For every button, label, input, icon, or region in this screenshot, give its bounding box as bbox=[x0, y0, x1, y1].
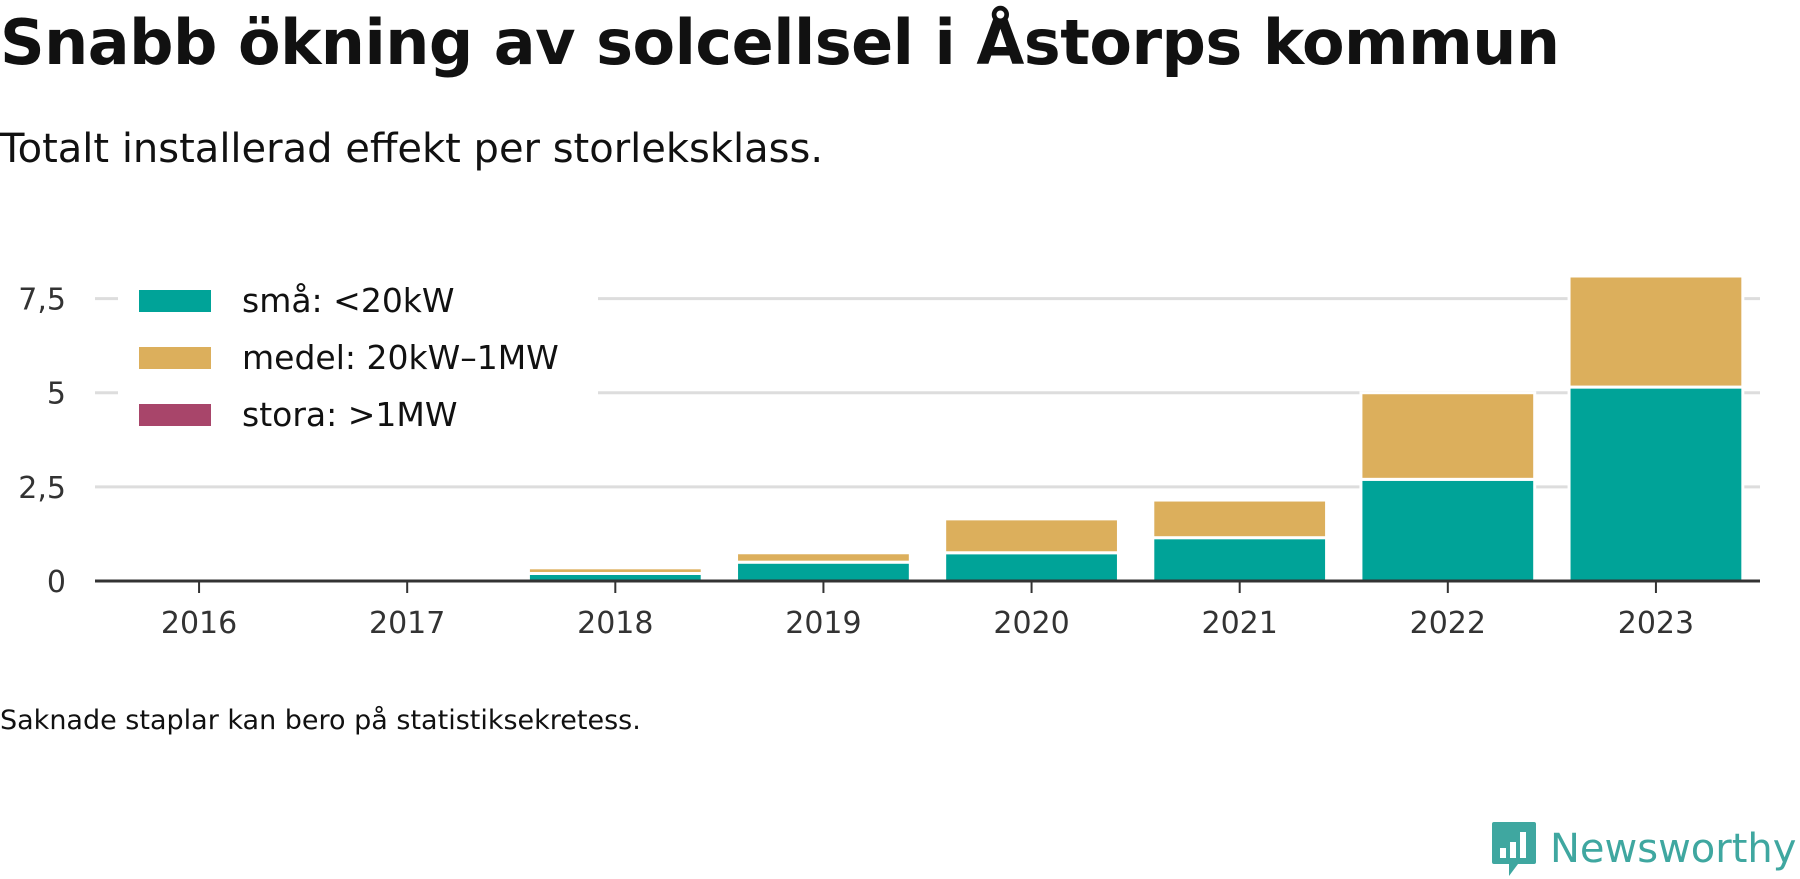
bar-segment bbox=[943, 517, 1120, 555]
newsworthy-logo-icon bbox=[1492, 822, 1536, 876]
bar-segment bbox=[526, 566, 704, 575]
y-tick-label: 7,5 bbox=[18, 283, 66, 318]
legend-label: stora: >1MW bbox=[242, 395, 457, 434]
legend-label: medel: 20kW–1MW bbox=[242, 338, 559, 377]
chart-title: Snabb ökning av solcellsel i Åstorps kom… bbox=[0, 6, 1560, 79]
footnote: Saknade staplar kan bero på statistiksek… bbox=[0, 705, 641, 736]
x-tick-label: 2022 bbox=[1410, 606, 1486, 641]
bar-segment bbox=[735, 551, 912, 564]
bar-segment bbox=[735, 560, 912, 583]
brand-name: Newsworthy bbox=[1550, 826, 1797, 872]
chart-subtitle: Totalt installerad effekt per storlekskl… bbox=[0, 126, 824, 172]
legend-swatch bbox=[139, 404, 211, 426]
brand: Newsworthy bbox=[1490, 820, 1796, 878]
y-tick-label: 2,5 bbox=[18, 471, 66, 506]
legend: små: <20kW medel: 20kW–1MW stora: >1MW bbox=[118, 242, 598, 434]
bar-segment bbox=[1567, 385, 1745, 583]
x-tick-label: 2018 bbox=[577, 606, 653, 641]
bar-segment bbox=[1359, 391, 1537, 481]
y-tick-label: 5 bbox=[47, 377, 66, 412]
bar-segment bbox=[1359, 477, 1537, 583]
legend-swatch bbox=[139, 347, 211, 369]
bar-groups bbox=[526, 274, 1745, 583]
x-tick-label: 2019 bbox=[785, 606, 861, 641]
bar-segment bbox=[1151, 498, 1329, 540]
x-axis: 2016 2017 2018 2019 2020 2021 2022 2023 bbox=[95, 579, 1760, 641]
stacked-bar-chart: 0 2,5 5 7,5 2016 2017 2018 2019 2020 2021 2022 202… bbox=[18, 242, 1760, 641]
bar-segment bbox=[943, 551, 1120, 583]
x-tick-label: 2016 bbox=[161, 606, 237, 641]
y-axis: 0 2,5 5 7,5 bbox=[18, 283, 66, 600]
x-tick-label: 2017 bbox=[369, 606, 445, 641]
x-tick-label: 2023 bbox=[1618, 606, 1694, 641]
legend-swatch bbox=[139, 290, 211, 312]
bar-segment bbox=[1151, 536, 1329, 583]
x-tick-label: 2020 bbox=[993, 606, 1069, 641]
legend-background bbox=[118, 242, 598, 402]
legend-label: små: <20kW bbox=[242, 281, 455, 320]
y-tick-label: 0 bbox=[47, 565, 66, 600]
bar-segment bbox=[1567, 274, 1745, 389]
x-tick-label: 2021 bbox=[1202, 606, 1278, 641]
